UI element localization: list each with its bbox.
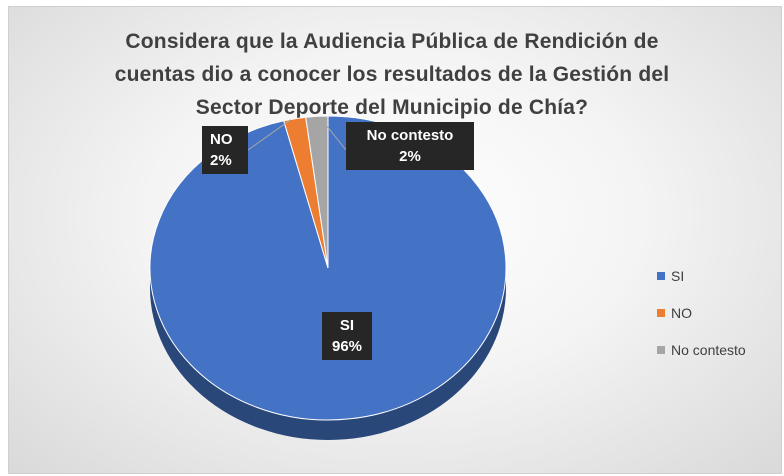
legend-item-si: SI	[657, 257, 746, 294]
data-label-si-name: SI	[339, 317, 355, 334]
chart-title-line-1: Considera que la Audiencia Pública de Re…	[125, 30, 659, 53]
legend-item-no: NO	[657, 294, 746, 331]
leader-line-no	[247, 119, 291, 151]
data-label-no-contesto-name: No contesto	[366, 127, 454, 144]
data-label-si-value: 96%	[331, 338, 363, 355]
legend-swatch-no-contesto	[657, 345, 665, 354]
data-label-no-value: 2%	[210, 152, 232, 169]
data-label-si: SI 96%	[322, 312, 372, 360]
pie-slices	[149, 115, 507, 421]
legend-item-no-contesto: No contesto	[657, 331, 746, 368]
chart-title-line-3: Sector Deporte del Municipio de Chía?	[195, 96, 589, 119]
data-label-no-name: NO	[210, 131, 233, 148]
data-label-no: NO 2%	[202, 126, 248, 174]
data-label-no-contesto: No contesto 2%	[346, 122, 474, 170]
legend: SI NO No contesto	[657, 257, 746, 368]
legend-label-no: NO	[671, 304, 692, 321]
data-label-no-contesto-value: 2%	[399, 148, 421, 165]
chart-title-line-2: cuentas dio a conocer los resultados de …	[114, 63, 670, 86]
pie-slice-no-contesto	[305, 115, 329, 269]
legend-label-si: SI	[671, 267, 685, 284]
leader-lines	[247, 116, 347, 151]
chart-title: Considera que la Audiencia Pública de Re…	[60, 25, 724, 124]
pie-slice-si	[149, 115, 507, 421]
legend-label-no-contesto: No contesto	[671, 341, 746, 358]
leader-line-no-contesto	[319, 116, 347, 151]
legend-swatch-no	[657, 308, 665, 317]
legend-swatch-si	[657, 271, 665, 280]
